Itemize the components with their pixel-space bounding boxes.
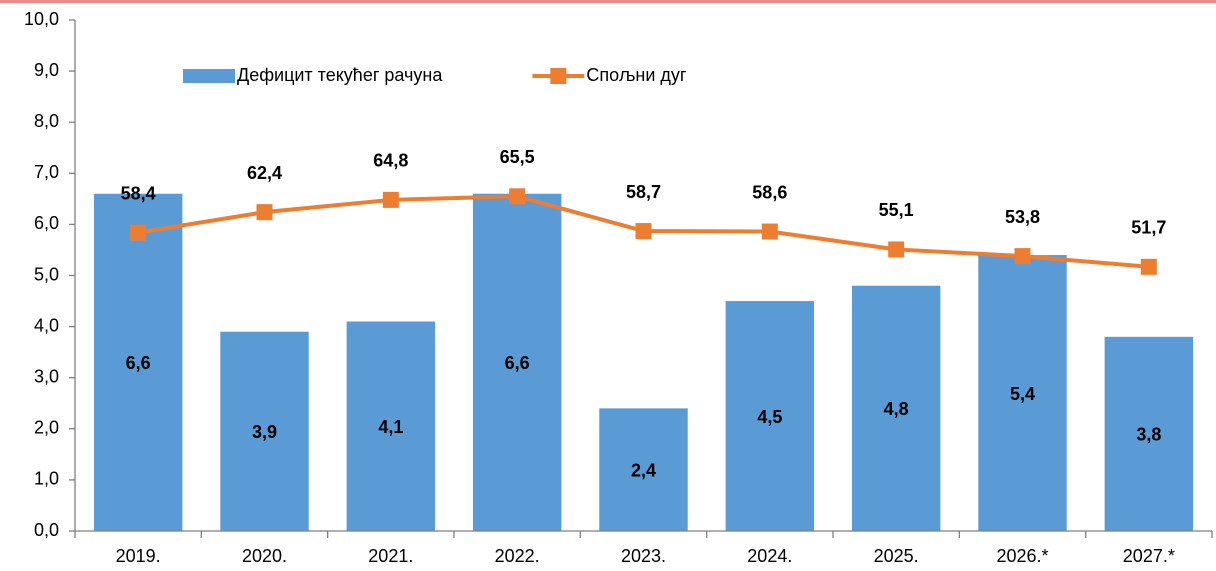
x-tick-label: 2023.: [621, 546, 666, 566]
line-marker: [1140, 258, 1157, 275]
line-marker: [761, 223, 778, 240]
y-tick-label: 5,0: [34, 264, 59, 284]
bar-value-label: 3,9: [252, 422, 277, 442]
line-value-label: 64,8: [373, 151, 408, 171]
y-tick-label: 0,0: [34, 520, 59, 540]
bar-value-label: 5,4: [1010, 384, 1035, 404]
bar: [472, 193, 562, 532]
line-value-label: 51,7: [1131, 218, 1166, 238]
bar: [851, 285, 941, 531]
line-value-label: 58,7: [626, 182, 661, 202]
bar-value-label: 3,8: [1136, 425, 1161, 445]
line-marker: [888, 241, 905, 258]
bar-value-label: 2,4: [631, 460, 656, 480]
x-tick-label: 2024.: [747, 546, 792, 566]
y-tick-label: 9,0: [34, 60, 59, 80]
line-marker: [635, 223, 652, 240]
y-tick-label: 3,0: [34, 366, 59, 386]
bar: [978, 255, 1067, 531]
line-value-label: 53,8: [1005, 207, 1040, 227]
line-marker: [382, 191, 399, 208]
bar: [725, 301, 815, 531]
x-tick-label: 2019.: [116, 546, 161, 566]
y-tick-label: 7,0: [34, 162, 59, 182]
bar-value-label: 4,1: [378, 417, 403, 437]
bar: [346, 321, 436, 531]
y-tick-label: 8,0: [34, 111, 59, 131]
line-value-label: 62,4: [247, 163, 282, 183]
legend-marker: [550, 68, 567, 84]
x-tick-label: 2020.: [242, 546, 287, 566]
x-tick-label: 2025.: [874, 546, 919, 566]
top-border: [0, 0, 1216, 3]
y-tick-label: 10,0: [24, 9, 59, 29]
line-value-label: 65,5: [500, 147, 535, 167]
legend-swatch: [183, 69, 235, 83]
bar-value-label: 6,6: [505, 353, 530, 373]
line-marker: [1014, 248, 1031, 265]
line-marker: [509, 188, 526, 205]
x-tick-label: 2021.: [368, 546, 413, 566]
bar-value-label: 6,6: [126, 353, 151, 373]
bar-value-label: 4,8: [884, 399, 909, 419]
bar: [1104, 336, 1194, 531]
line-value-label: 55,1: [879, 200, 914, 220]
legend-label: Дефицит текућег рачуна: [237, 65, 443, 85]
x-tick-label: 2026.*: [996, 546, 1048, 566]
y-tick-label: 6,0: [34, 213, 59, 233]
legend-label: Спољни дуг: [586, 65, 687, 85]
x-tick-label: 2022.: [495, 546, 540, 566]
y-tick-label: 4,0: [34, 315, 59, 335]
bar: [220, 331, 309, 531]
bar: [93, 193, 183, 532]
line-value-label: 58,6: [752, 182, 787, 202]
bar: [599, 408, 688, 531]
line-marker: [130, 224, 147, 241]
line-value-label: 58,4: [121, 183, 156, 203]
bar-value-label: 4,5: [757, 407, 782, 427]
y-tick-label: 2,0: [34, 418, 59, 438]
line-marker: [256, 204, 273, 221]
x-tick-label: 2027.*: [1123, 546, 1175, 566]
y-tick-label: 1,0: [34, 469, 59, 489]
